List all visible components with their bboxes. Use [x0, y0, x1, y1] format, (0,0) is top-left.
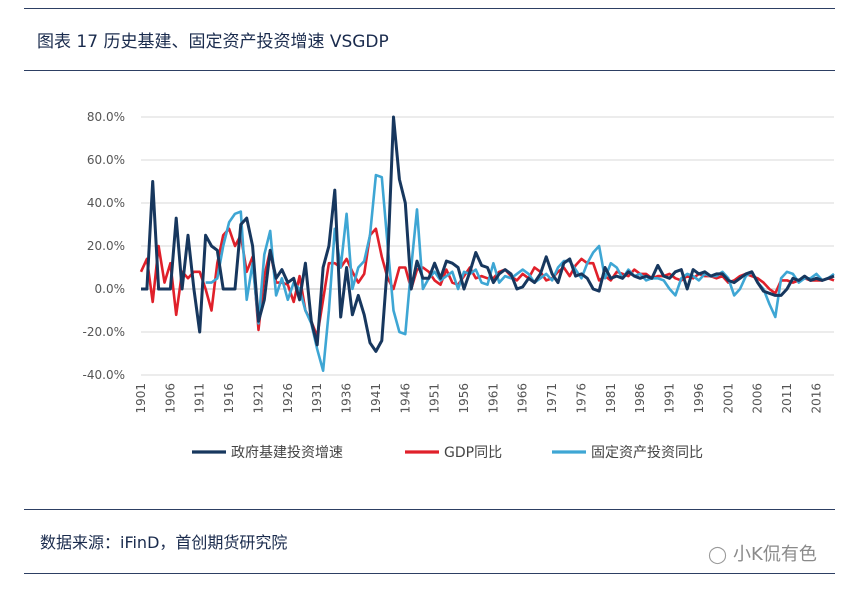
y-tick-label: 20.0%	[87, 239, 125, 253]
x-tick-label: 1931	[310, 383, 324, 414]
x-tick-label: 1926	[281, 383, 295, 414]
series-line-3	[205, 173, 835, 372]
watermark-text: 小K侃有色	[733, 544, 817, 565]
y-tick-label: 40.0%	[87, 196, 125, 210]
x-tick-label: 1971	[545, 383, 559, 414]
x-tick-label: 2016	[809, 383, 823, 414]
x-tick-label: 1941	[369, 383, 383, 414]
legend-label-1: 政府基建投资增速	[231, 444, 343, 461]
x-tick-label: 1991	[663, 383, 677, 414]
legend-label-3: 固定资产投资同比	[591, 445, 703, 461]
y-tick-label: -20.0%	[83, 325, 125, 339]
x-tick-label: 1936	[340, 383, 354, 414]
y-tick-label: 80.0%	[87, 110, 125, 124]
x-tick-label: 1951	[428, 383, 442, 414]
y-tick-label: -40.0%	[83, 368, 125, 382]
x-tick-label: 1961	[486, 383, 500, 414]
y-tick-label: 60.0%	[87, 153, 125, 167]
y-tick-label: 0.0%	[95, 282, 126, 296]
series-line-1	[141, 115, 835, 353]
x-tick-label: 2011	[780, 383, 794, 414]
chart-title: 图表 17 历史基建、固定资产投资增速 VSGDP	[37, 32, 389, 52]
x-tick-label: 1976	[574, 383, 588, 414]
x-tick-label: 1966	[516, 383, 530, 414]
bottom-rule	[24, 573, 835, 574]
x-tick-label: 1911	[193, 383, 207, 414]
x-tick-label: 1946	[398, 383, 412, 414]
source-rule	[24, 509, 835, 510]
x-tick-label: 1916	[222, 383, 236, 414]
x-tick-label: 1996	[692, 383, 706, 414]
top-rule	[24, 8, 835, 9]
x-tick-label: 1986	[633, 383, 647, 414]
x-tick-label: 2006	[751, 383, 765, 414]
data-source: 数据来源：iFinD，首创期货研究院	[40, 533, 288, 552]
x-tick-label: 1901	[134, 383, 148, 414]
x-tick-label: 1906	[163, 383, 177, 414]
x-tick-label: 1956	[457, 383, 471, 414]
watermark: ◯ 小K侃有色	[708, 540, 817, 566]
legend-label-2: GDP同比	[444, 445, 502, 461]
x-tick-label: 1921	[251, 383, 265, 414]
title-rule	[24, 70, 835, 71]
x-tick-label: 1981	[604, 383, 618, 414]
x-tick-label: 2001	[721, 383, 735, 414]
wechat-icon: ◯	[708, 545, 728, 565]
chart: 80.0% 60.0% 40.0% 20.0% 0.0% -20.0% -40.0% 190…	[83, 110, 835, 461]
